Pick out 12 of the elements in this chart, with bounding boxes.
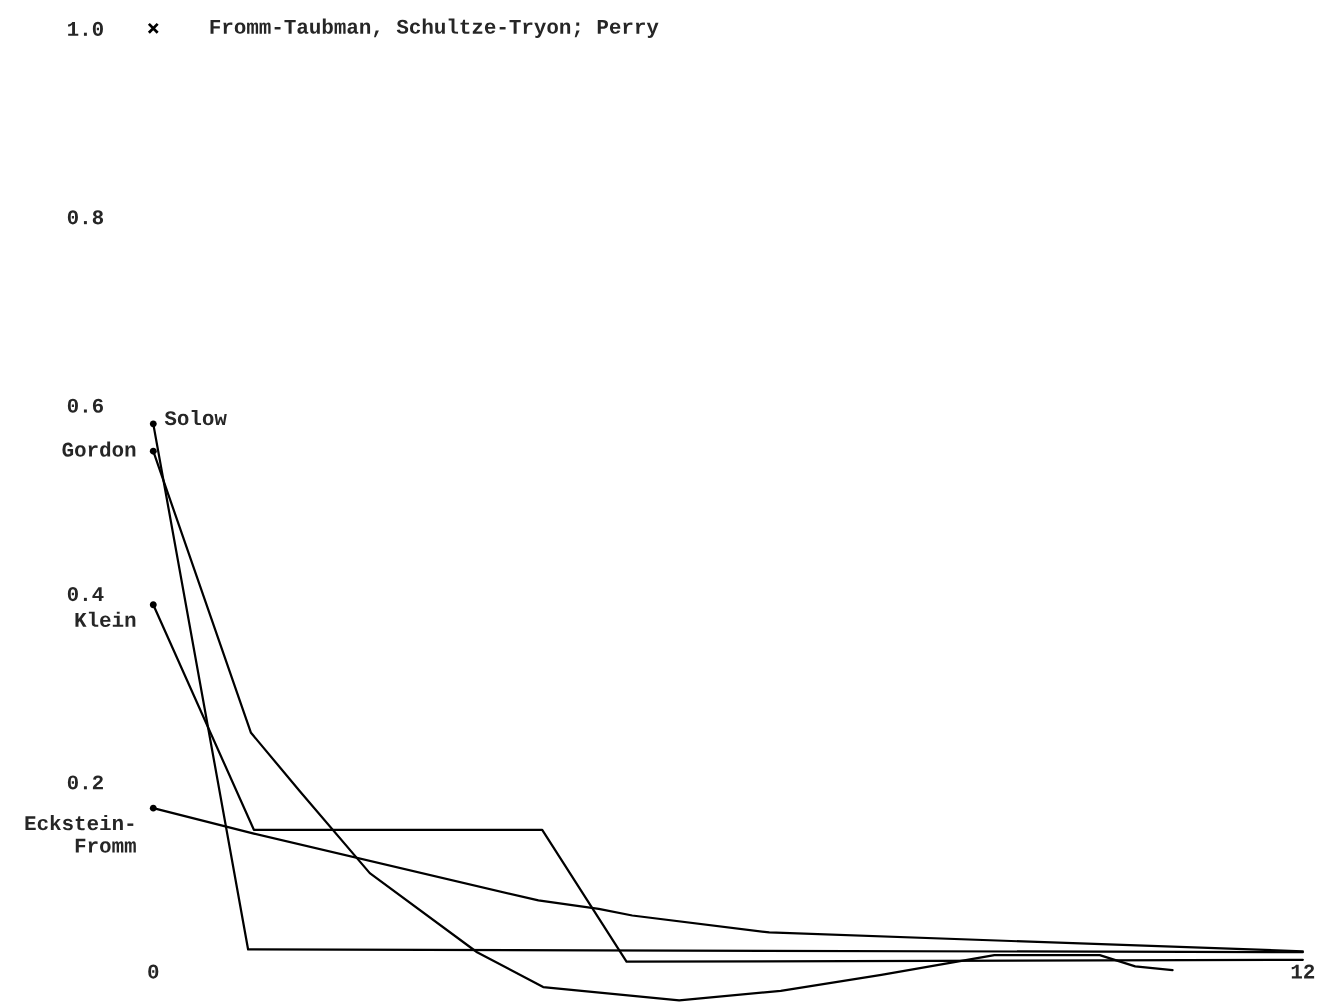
series-label: Gordon [62,441,136,457]
y-tick-label: 0.8 [67,210,104,225]
x-tick-label: 0 [148,964,159,979]
series-label: Klein [75,611,136,627]
series-label: Solow [164,409,227,426]
y-tick-label: 0.4 [67,587,104,602]
y-tick-label: 0.6 [67,398,103,413]
x-tick-label: 12 [1291,964,1315,979]
y-tick-label: 1.0 [68,21,103,37]
y-tick-label: 0.2 [67,775,103,790]
series-label: Eckstein- Fromm [25,814,136,853]
text: Fromm-Taubman, Schultze-Tryon; Perry [210,18,659,38]
